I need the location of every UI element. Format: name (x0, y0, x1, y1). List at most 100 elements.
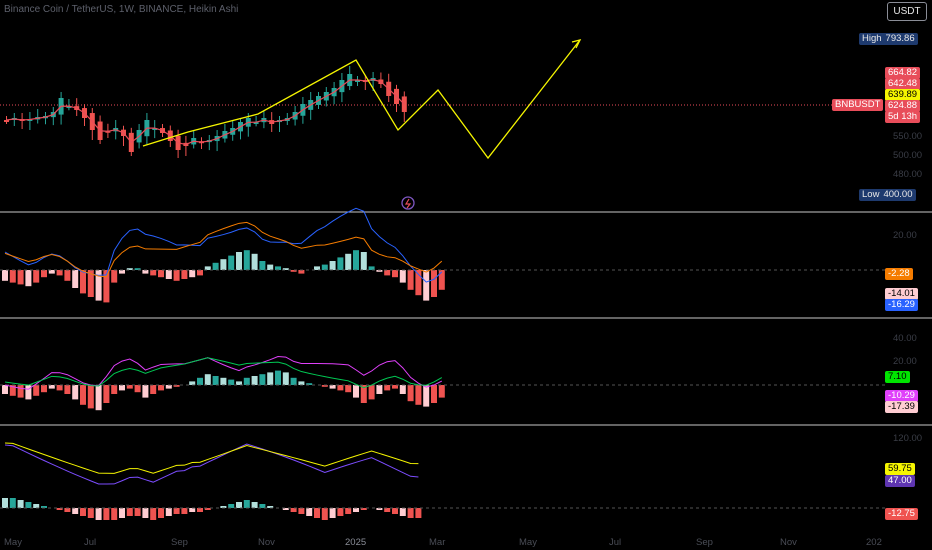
candle-body (253, 122, 259, 124)
candle-body (355, 80, 360, 82)
candle-body (4, 120, 9, 122)
macd3-histogram-bar (329, 508, 336, 518)
macd2-histogram-bar (392, 385, 398, 389)
macd2-histogram-bar (25, 385, 32, 400)
macd2-histogram-bar (173, 385, 180, 387)
macd2-histogram-bar (399, 385, 406, 394)
macd3-histogram-bar (64, 508, 71, 512)
macd1-macd-line (4, 207, 443, 283)
macd2-histogram-bar (33, 385, 40, 396)
macd2-histogram-bar (337, 385, 344, 391)
macd1-histogram-bar (173, 270, 180, 281)
macd2-histogram-bar (111, 385, 118, 394)
price-badge-ma: 642.48 (885, 78, 921, 90)
macd3-histogram-bar (126, 508, 133, 516)
macd3-histogram-bar (228, 504, 235, 508)
price-axis-tick: 500.00 (893, 150, 923, 161)
time-axis-label: Jul (609, 537, 622, 548)
lightning-icon (401, 196, 415, 210)
macd2-histogram-bar (282, 372, 289, 385)
macd1-histogram-bar (243, 250, 250, 270)
time-axis-label: May (519, 537, 537, 548)
macd2-histogram-bar (48, 385, 55, 389)
price-axis-tick: 550.00 (893, 131, 923, 142)
macd3-histogram-bar (80, 508, 86, 516)
macd2-hist-badge: -17.39 (885, 401, 918, 413)
macd2-histogram-bar (259, 374, 266, 385)
macd3-histogram-bar (360, 508, 367, 510)
last-price-badge: 624.88 (885, 100, 921, 112)
macd2-histogram-bar (9, 385, 16, 396)
macd3-histogram-bar (111, 508, 118, 520)
candle-body (66, 106, 72, 108)
macd1-signal-line (4, 221, 443, 278)
macd3-histogram-bar (119, 508, 125, 518)
macd2-histogram-bar (165, 385, 172, 389)
macd1-histogram-bar (415, 270, 422, 296)
macd2-histogram-bar (64, 385, 71, 394)
macd1-histogram-bar (275, 266, 281, 270)
macd1-histogram-bar (321, 264, 328, 270)
macd3-histogram-bar (95, 508, 102, 520)
macd2-histogram-bar (126, 385, 133, 389)
macd1-histogram-bar (345, 253, 352, 270)
macd2-histogram-bar (368, 385, 375, 400)
macd2-histogram-bar (267, 372, 274, 385)
currency-button[interactable]: USDT (887, 2, 927, 21)
macd1-histogram-bar (368, 266, 375, 270)
macd3-histogram-bar (2, 498, 8, 508)
macd2-histogram-bar (329, 385, 336, 389)
macd2-histogram-bar (80, 385, 86, 405)
macd1-histogram-bar (212, 262, 219, 270)
macd3-histogram-bar (150, 508, 157, 520)
macd3-histogram-bar (337, 508, 344, 516)
macd1-axis-tick: 20.00 (893, 230, 917, 241)
time-axis-label: May (4, 537, 22, 548)
low-label: Low (862, 189, 880, 200)
macd2-histogram-bar (41, 385, 47, 393)
macd2-histogram-bar (212, 376, 219, 385)
time-axis-label: 202 (866, 537, 882, 548)
macd2-histogram-bar (423, 385, 430, 407)
macd2-macd-line (4, 356, 443, 390)
macd3-histogram-bar (197, 508, 203, 512)
macd3-signal-badge: 59.75 (885, 463, 915, 475)
macd3-macd-badge: 47.00 (885, 475, 915, 487)
macd2-histogram-bar (321, 385, 328, 387)
macd3-histogram-bar (407, 508, 414, 518)
macd2-histogram-bar (204, 374, 211, 385)
macd3-histogram-bar (165, 508, 172, 516)
macd3-histogram-bar (298, 508, 305, 514)
macd1-histogram-bar (376, 270, 383, 272)
macd3-histogram-bar (142, 508, 149, 518)
macd3-histogram-bar (103, 508, 110, 520)
symbol-tag: BNBUSDT (832, 99, 884, 111)
macd2-histogram-bar (189, 381, 196, 385)
macd2-histogram-bar (360, 385, 367, 403)
projection-path (142, 39, 581, 160)
low-value: 400.00 (883, 189, 913, 200)
time-axis-label: Jul (84, 537, 97, 548)
macd2-histogram-bar (243, 377, 250, 385)
macd1-histogram-bar (353, 250, 359, 270)
macd3-histogram-bar (181, 508, 188, 514)
macd3-histogram-bar (87, 508, 94, 518)
macd1-histogram-bar (150, 270, 157, 276)
macd1-histogram-bar (423, 270, 430, 301)
macd2-histogram-bar (431, 385, 437, 403)
macd1-histogram-bar (72, 270, 79, 288)
macd1-histogram-bar (251, 253, 258, 270)
high-label: High (862, 33, 882, 44)
macd2-histogram-bar (353, 385, 359, 398)
macd1-hist-badge: -14.01 (885, 288, 918, 300)
macd2-axis-tick: 20.00 (893, 356, 917, 367)
macd3-histogram-bar (17, 500, 24, 508)
macd1-histogram-bar (407, 270, 414, 290)
macd1-histogram-bar (158, 270, 164, 278)
macd3-histogram-bar (259, 504, 266, 508)
macd2-histogram-bar (119, 385, 125, 391)
macd2-histogram-bar (415, 385, 422, 405)
macd2-histogram-bar (407, 385, 414, 402)
macd3-histogram-bar (9, 498, 16, 508)
